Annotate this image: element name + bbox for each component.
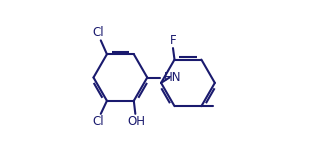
- Text: Cl: Cl: [93, 26, 104, 39]
- Text: OH: OH: [127, 115, 145, 128]
- Text: HN: HN: [163, 71, 181, 84]
- Text: Cl: Cl: [93, 115, 104, 128]
- Text: F: F: [170, 34, 177, 47]
